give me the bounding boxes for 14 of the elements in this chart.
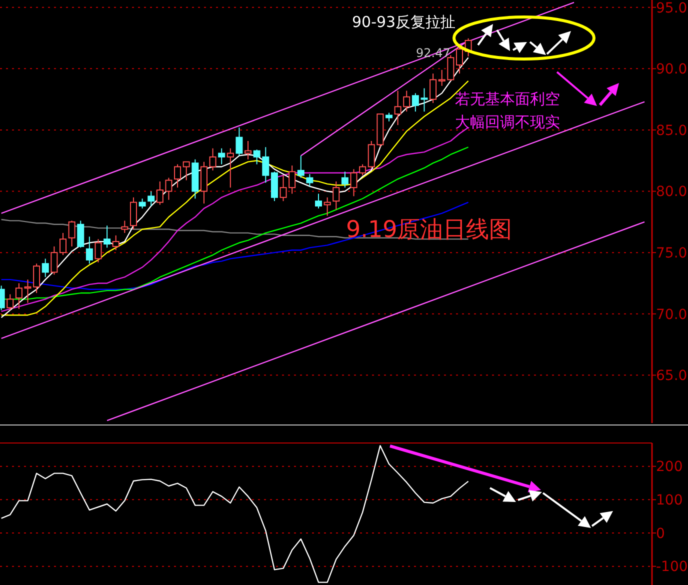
- y-tick-label: 90.0: [656, 62, 688, 78]
- y-tick-label: 65.0: [656, 368, 688, 384]
- annotation: 若无基本面利空: [455, 90, 560, 108]
- y-tick-label: 85.0: [656, 122, 688, 139]
- y-tick-label: 70.0: [656, 306, 688, 323]
- y-tick-label: -100: [656, 559, 688, 576]
- y-tick-label: 200: [656, 459, 683, 476]
- y-tick-label: 0: [656, 526, 665, 542]
- annotation: 90-93反复拉扯: [352, 13, 456, 31]
- y-tick-label: 95.0: [656, 0, 688, 16]
- y-tick-label: 75.0: [656, 245, 688, 262]
- annotation: 大幅回调不现实: [455, 113, 560, 131]
- y-tick-label: 80.0: [656, 184, 688, 200]
- y-tick-label: 100: [656, 492, 683, 509]
